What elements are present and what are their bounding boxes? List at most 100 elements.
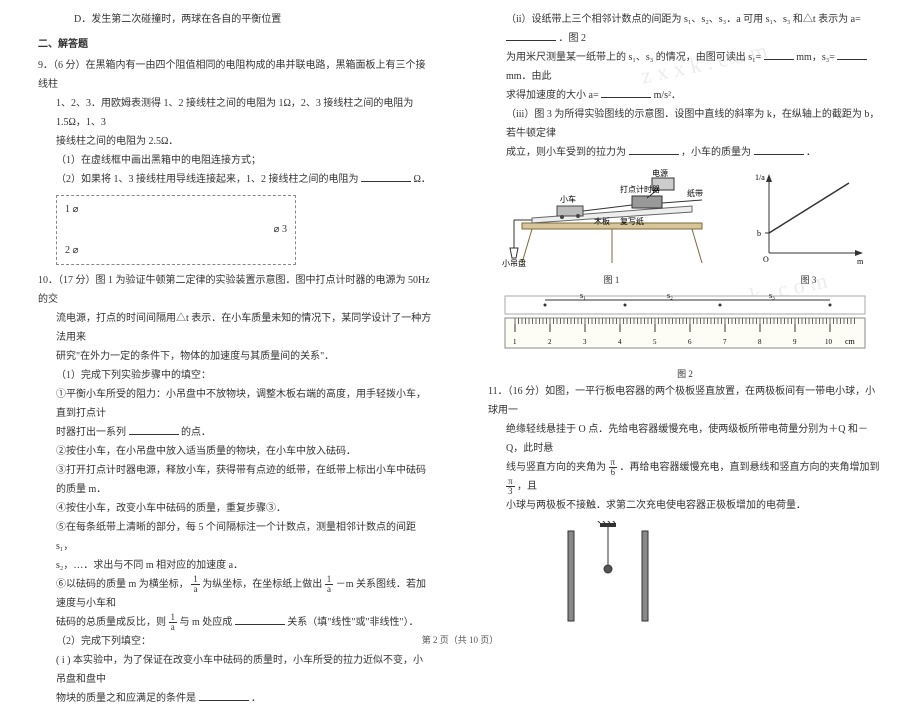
- text: ，小车的质量为: [681, 147, 751, 158]
- q10-step6-cont: 砝码的总质量成反比，则 1a 与 m 处应成 关系（填"线性"或"非线性"）．: [38, 613, 432, 632]
- text: 物块的质量之和应满足的条件是: [56, 693, 196, 704]
- text: 求得加速度的大小 a=: [506, 90, 599, 101]
- r-line1: （ii）设纸带上三个相邻计数点的间距为 s₁、s₂、s₃．a 可用 s₁、s₃ …: [488, 10, 882, 48]
- page-footer: 第 2 页（共 10 页）: [0, 633, 920, 646]
- text: ．图 2: [559, 33, 587, 44]
- text: 成立，则小车受到的拉力为: [506, 147, 626, 158]
- q9-line3: 接线柱之间的电阻为 2.5Ω．: [38, 132, 432, 151]
- page-columns: D．发生第二次碰撞时，两球在各自的平衡位置 二、解答题 9．（6 分）在黑箱内有…: [0, 0, 920, 620]
- q10-step1a: ①平衡小车所受的阻力：小吊盘中不放物块，调整木板右端的高度，用手轻拨小车，直到打…: [38, 385, 432, 423]
- blank: [235, 613, 285, 625]
- fig3-label: 图 3: [749, 273, 869, 286]
- fraction-pi-6: π6: [609, 458, 618, 477]
- option-d: D．发生第二次碰撞时，两球在各自的平衡位置: [38, 10, 432, 29]
- q10-step5b: s₂，…．求出与不同 m 相对应的加速度 a．: [38, 556, 432, 575]
- svg-text:s₁: s₁: [580, 292, 586, 300]
- terminal-1: 1 ⌀: [65, 204, 79, 215]
- right-column: （ii）设纸带上三个相邻计数点的间距为 s₁、s₂、s₃．a 可用 s₁、s₃ …: [460, 0, 920, 620]
- svg-text:9: 9: [793, 338, 797, 346]
- q10-line3: 研究"在外力一定的条件下，物体的加速度与其质量间的关系"．: [38, 347, 432, 366]
- q10-step3: ③打开打点计时器电源，释放小车，获得带有点迹的纸带，在纸带上标出小车中砝码的质量…: [38, 461, 432, 499]
- text: 与 m 处应成: [180, 617, 233, 628]
- text: （ii）设纸带上三个相邻计数点的间距为 s₁、s₂、s₃．a 可用 s₁、s₃ …: [506, 14, 861, 25]
- q10-step2: ②按住小车，在小吊盘中放入适当质量的物块，在小车中放入砝码．: [38, 442, 432, 461]
- blank: [601, 86, 651, 98]
- svg-text:8: 8: [758, 338, 762, 346]
- blank: [754, 143, 804, 155]
- q11-line4: 小球与两极板不接触．求第二次充电使电容器正极板增加的电荷量．: [488, 496, 882, 515]
- q10-p2b: 物块的质量之和应满足的条件是 ．: [38, 689, 432, 708]
- q10-step1b: 时器打出一系列 的点．: [38, 423, 432, 442]
- svg-text:6: 6: [688, 338, 692, 346]
- q10-step5a: ⑤在每条纸带上清晰的部分，每 5 个间隔标注一个计数点，测量相邻计数点的间距 s…: [38, 518, 432, 556]
- svg-text:小车: 小车: [560, 194, 576, 204]
- svg-text:电源: 电源: [652, 168, 668, 178]
- text: 砝码的总质量成反比，则: [56, 617, 166, 628]
- text: m/s²．: [654, 90, 681, 101]
- svg-text:小吊盘: 小吊盘: [502, 258, 526, 268]
- text: ．: [251, 693, 261, 704]
- fig2-label: 图 2: [495, 367, 875, 380]
- section-title: 二、解答题: [38, 35, 432, 50]
- q10-line2: 流电源，打点的时间间隔用△t 表示．在小车质量未知的情况下，某同学设计了一种方法…: [38, 309, 432, 347]
- q10-sub1: （1）完成下列实验步骤中的填空：: [38, 366, 432, 385]
- figure-2-wrap: s₁ s₂ s₃: [495, 292, 875, 380]
- text: 时器打出一系列: [56, 427, 126, 438]
- figure-capacitor: [548, 521, 668, 631]
- figure-row: 小车 电源 打点计时器 纸带 木板 复写纸 小吊盘 图 1: [488, 168, 882, 286]
- svg-text:7: 7: [723, 338, 727, 346]
- text: mm，s₃=: [796, 52, 835, 63]
- svg-text:纸带: 纸带: [687, 188, 703, 198]
- q9-line1: 9．（6 分）在黑箱内有一由四个阻值相同的电阻构成的串并联电路，黑箱面板上有三个…: [38, 56, 432, 94]
- text: 为用米尺测量某一纸带上的 s₁、s₃ 的情况，由图可读出 s₁=: [506, 52, 761, 63]
- fig1-label: 图 1: [502, 273, 722, 286]
- figure-3-graph: 1/a m O b: [749, 168, 869, 268]
- figure-3-wrap: 1/a m O b 图 3: [749, 168, 869, 286]
- q10-line1: 10．（17 分）图 1 为验证牛顿第二定律的实验装置示意图．图中打点计时器的电…: [38, 271, 432, 309]
- text: mm．由此: [506, 71, 552, 82]
- svg-text:木板: 木板: [594, 216, 610, 226]
- svg-text:cm: cm: [845, 337, 856, 346]
- q11-line1: 11．（16 分）如图，一平行板电容器的两个极板竖直放置，在两极板间有一带电小球…: [488, 382, 882, 420]
- text: ，且: [517, 481, 537, 492]
- q9-part1: （1）在虚线框中画出黑箱中的电阻连接方式；: [38, 151, 432, 170]
- text: ．再给电容器缓慢充电，直到悬线和竖直方向的夹角增加到: [620, 462, 880, 473]
- blank: [199, 689, 249, 701]
- svg-text:m: m: [857, 257, 864, 266]
- svg-text:1/a: 1/a: [755, 173, 765, 182]
- blank: [764, 48, 794, 60]
- svg-text:4: 4: [618, 338, 622, 346]
- svg-text:O: O: [763, 255, 769, 264]
- svg-text:打点计时器: 打点计时器: [620, 184, 660, 194]
- q9-line2: 1、2、3．用欧姆表测得 1、2 接线柱之间的电阻为 1Ω，2、3 接线柱之间的…: [38, 94, 432, 132]
- text: ．: [806, 147, 816, 158]
- text: 为纵坐标，在坐标纸上做出: [202, 579, 322, 590]
- r-line3: 求得加速度的大小 a= m/s²．: [488, 86, 882, 105]
- svg-text:1: 1: [513, 338, 517, 346]
- terminal-2: 2 ⌀: [65, 245, 79, 256]
- figure-2-ruler: s₁ s₂ s₃: [495, 292, 875, 362]
- svg-text:2: 2: [548, 338, 552, 346]
- blank: [361, 170, 411, 182]
- svg-text:10: 10: [825, 338, 833, 346]
- svg-text:复写纸: 复写纸: [620, 216, 644, 226]
- text: 关系（填"线性"或"非线性"）．: [287, 617, 418, 628]
- blank: [506, 29, 556, 41]
- r-line4: （iii）图 3 为所得实验图线的示意图．设图中直线的斜率为 k，在纵轴上的截距…: [488, 105, 882, 143]
- fraction-1-over-a: 1a: [325, 575, 334, 594]
- fraction-pi-3: π3: [506, 477, 515, 496]
- q11-line3: 线与竖直方向的夹角为 π6 ．再给电容器缓慢充电，直到悬线和竖直方向的夹角增加到…: [488, 458, 882, 496]
- q10-step6: ⑥以砝码的质量 m 为横坐标， 1a 为纵坐标，在坐标纸上做出 1a －m 关系…: [38, 575, 432, 613]
- text: 线与竖直方向的夹角为: [506, 462, 606, 473]
- svg-text:5: 5: [653, 338, 657, 346]
- blank: [837, 48, 867, 60]
- left-column: D．发生第二次碰撞时，两球在各自的平衡位置 二、解答题 9．（6 分）在黑箱内有…: [0, 0, 460, 620]
- r-line2: 为用米尺测量某一纸带上的 s₁、s₃ 的情况，由图可读出 s₁= mm，s₃= …: [488, 48, 882, 86]
- text: 的点．: [181, 427, 211, 438]
- terminal-3: ⌀ 3: [273, 224, 287, 235]
- blank: [129, 423, 179, 435]
- svg-text:3: 3: [583, 338, 587, 346]
- q9-p2-unit: Ω．: [414, 174, 431, 185]
- fraction-1-over-a: 1a: [169, 613, 178, 632]
- fraction-1-over-a: 1a: [191, 575, 200, 594]
